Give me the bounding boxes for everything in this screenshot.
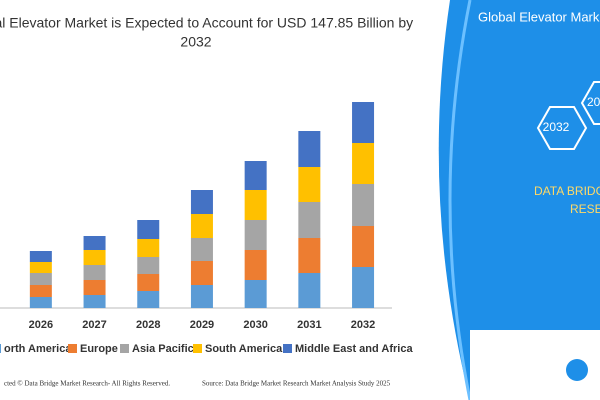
bar-segment xyxy=(298,202,321,238)
bar-segment xyxy=(137,291,160,308)
bar-segment xyxy=(244,280,267,308)
legend-label: orth America xyxy=(4,343,72,355)
bar-segment xyxy=(190,214,213,238)
hex-label: 20 xyxy=(587,95,600,109)
bar-segment xyxy=(244,250,267,280)
legend-swatch xyxy=(0,344,1,353)
x-tick-label: 2031 xyxy=(297,319,321,331)
bar-segment xyxy=(83,250,106,265)
legend-swatch xyxy=(283,344,292,353)
bar-segment xyxy=(190,190,213,214)
bar-segment xyxy=(298,131,321,167)
bar-segment xyxy=(190,285,213,308)
bar-segment xyxy=(29,285,52,297)
brand-text: RESE xyxy=(570,202,600,216)
bar-segment xyxy=(29,273,52,285)
legend-label: Asia Pacific xyxy=(132,343,194,355)
bar-segment xyxy=(137,220,160,239)
bar-segment xyxy=(298,238,321,273)
bar-segment xyxy=(190,238,213,261)
chart-title: 2032 xyxy=(180,34,211,50)
legend-label: Europe xyxy=(80,343,118,355)
legend-swatch xyxy=(120,344,129,353)
x-tick-label: 2028 xyxy=(136,319,160,331)
bar-segment xyxy=(83,265,106,280)
bar-segment xyxy=(244,220,267,250)
bar-segment xyxy=(244,161,267,190)
chart-title: obal Elevator Market is Expected to Acco… xyxy=(0,15,413,31)
bar-segment xyxy=(352,226,375,267)
bar-segment xyxy=(244,190,267,220)
logo xyxy=(566,359,588,381)
legend-swatch xyxy=(193,344,202,353)
hex-label: 2032 xyxy=(543,120,570,134)
hexagon xyxy=(536,106,588,150)
bar-segment xyxy=(83,295,106,308)
x-tick-label: 2029 xyxy=(190,319,214,331)
legend-label: South America xyxy=(205,343,283,355)
hexagon xyxy=(580,81,600,125)
bar-segment xyxy=(83,280,106,295)
bar-segment xyxy=(137,257,160,274)
footer-left: cted © Data Bridge Market Research- All … xyxy=(4,380,170,388)
legend-label: Middle East and Africa xyxy=(295,343,413,355)
bar-segment xyxy=(298,273,321,308)
x-tick-label: 2026 xyxy=(29,319,53,331)
bar-segment xyxy=(352,143,375,184)
side-panel xyxy=(438,0,600,400)
panel-title: Global Elevator Mark xyxy=(478,9,600,24)
bar-segment xyxy=(83,236,106,250)
bar-segment xyxy=(190,261,213,285)
bar-segment xyxy=(137,239,160,257)
bar-segment xyxy=(352,102,375,143)
bar-segment xyxy=(29,297,52,308)
bar-segment xyxy=(352,267,375,308)
bar-segment xyxy=(352,184,375,226)
bar-segment xyxy=(137,274,160,291)
x-tick-label: 2032 xyxy=(351,319,375,331)
footer-right: Source: Data Bridge Market Research Mark… xyxy=(202,380,391,388)
brand-text: DATA BRIDG xyxy=(534,184,600,198)
bar-segment xyxy=(29,251,52,262)
bar-segment xyxy=(29,262,52,273)
bar-segment xyxy=(298,167,321,202)
x-tick-label: 2027 xyxy=(82,319,106,331)
x-tick-label: 2030 xyxy=(243,319,267,331)
panel-edge xyxy=(448,0,472,400)
legend-swatch xyxy=(68,344,77,353)
